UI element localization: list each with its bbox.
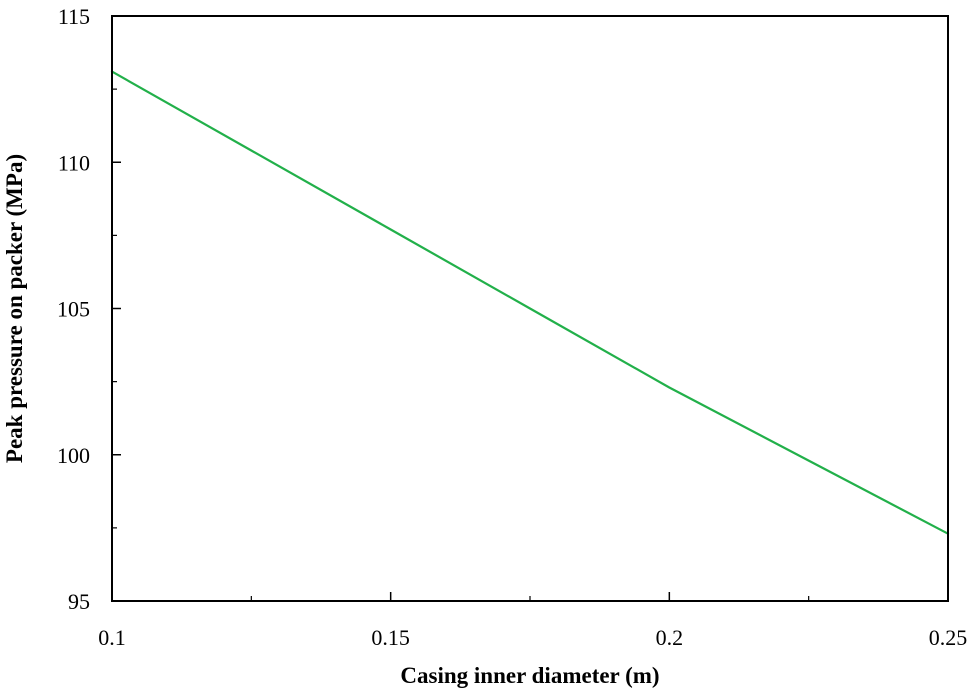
x-tick-label: 0.1 <box>98 625 126 650</box>
y-tick-label: 115 <box>58 4 90 29</box>
x-tick-label: 0.15 <box>371 625 410 650</box>
x-tick-label: 0.2 <box>656 625 684 650</box>
plot-frame <box>111 15 949 602</box>
y-tick-label: 95 <box>68 589 90 614</box>
y-axis-title: Peak pressure on packer (MPa) <box>2 154 27 463</box>
y-tick-label: 100 <box>57 443 90 468</box>
minor-ticks <box>112 88 810 601</box>
y-tick-label: 110 <box>58 150 90 175</box>
y-tick-label: 105 <box>57 297 90 322</box>
y-tick-labels: 95 100 105 110 115 <box>57 4 90 614</box>
x-tick-labels: 0.1 0.15 0.2 0.25 <box>98 625 967 650</box>
x-tick-label: 0.25 <box>929 625 968 650</box>
series-line <box>110 70 950 535</box>
series-layer <box>110 70 950 535</box>
x-axis-title: Casing inner diameter (m) <box>400 663 659 688</box>
